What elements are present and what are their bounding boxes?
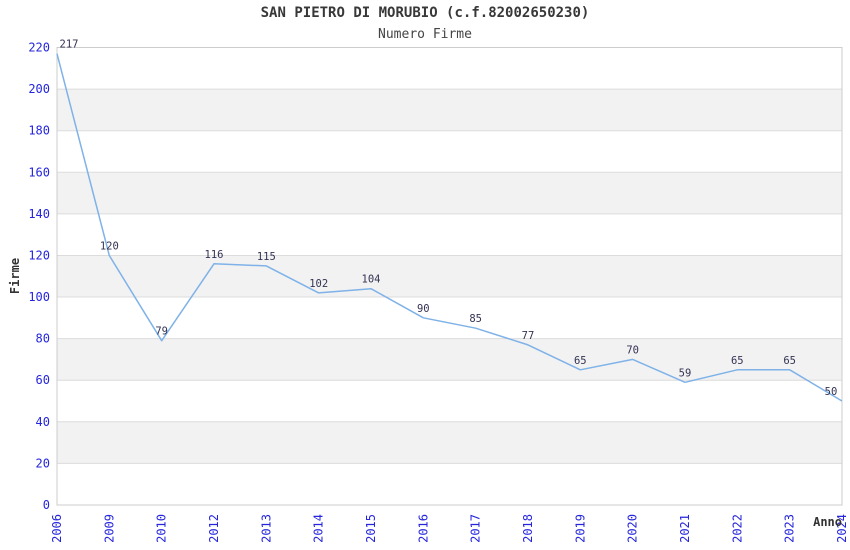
svg-text:2016: 2016 bbox=[416, 514, 430, 543]
svg-text:80: 80 bbox=[36, 332, 50, 346]
svg-text:120: 120 bbox=[28, 249, 50, 263]
svg-text:2012: 2012 bbox=[207, 514, 221, 543]
svg-text:160: 160 bbox=[28, 165, 50, 179]
svg-text:116: 116 bbox=[205, 249, 224, 261]
svg-text:217: 217 bbox=[60, 39, 79, 51]
svg-text:79: 79 bbox=[155, 326, 168, 338]
svg-text:20: 20 bbox=[36, 456, 50, 470]
svg-text:40: 40 bbox=[36, 415, 50, 429]
svg-text:102: 102 bbox=[309, 278, 328, 290]
x-axis-title: Anno bbox=[813, 515, 842, 529]
svg-text:2009: 2009 bbox=[102, 514, 116, 543]
svg-text:2019: 2019 bbox=[573, 514, 587, 543]
svg-text:200: 200 bbox=[28, 82, 50, 96]
svg-text:2017: 2017 bbox=[469, 514, 483, 543]
svg-text:60: 60 bbox=[36, 373, 50, 387]
chart-subtitle: Numero Firme bbox=[378, 27, 472, 42]
svg-text:0: 0 bbox=[43, 498, 50, 512]
svg-text:140: 140 bbox=[28, 207, 50, 221]
svg-text:65: 65 bbox=[731, 355, 744, 367]
svg-text:59: 59 bbox=[679, 367, 692, 379]
svg-text:65: 65 bbox=[783, 355, 796, 367]
y-axis-title: Firme bbox=[8, 257, 22, 295]
svg-text:90: 90 bbox=[417, 303, 430, 315]
svg-text:2023: 2023 bbox=[783, 514, 797, 543]
svg-text:85: 85 bbox=[469, 313, 482, 325]
svg-text:2021: 2021 bbox=[678, 514, 692, 543]
svg-text:65: 65 bbox=[574, 355, 587, 367]
svg-text:2014: 2014 bbox=[312, 514, 326, 543]
svg-text:2015: 2015 bbox=[364, 514, 378, 543]
svg-text:180: 180 bbox=[28, 124, 50, 138]
svg-text:50: 50 bbox=[825, 386, 838, 398]
svg-text:104: 104 bbox=[362, 274, 381, 286]
svg-text:77: 77 bbox=[522, 330, 535, 342]
svg-text:2010: 2010 bbox=[155, 514, 169, 543]
svg-text:2020: 2020 bbox=[626, 514, 640, 543]
svg-text:2024: 2024 bbox=[835, 514, 849, 543]
svg-text:2013: 2013 bbox=[259, 514, 273, 543]
chart-title: SAN PIETRO DI MORUBIO (c.f.82002650230) bbox=[260, 5, 590, 21]
svg-text:120: 120 bbox=[100, 241, 119, 253]
svg-text:220: 220 bbox=[28, 41, 50, 55]
svg-text:2006: 2006 bbox=[50, 514, 64, 543]
svg-text:100: 100 bbox=[28, 290, 50, 304]
svg-text:115: 115 bbox=[257, 251, 276, 263]
svg-text:2018: 2018 bbox=[521, 514, 535, 543]
svg-text:70: 70 bbox=[626, 344, 639, 356]
svg-text:2022: 2022 bbox=[730, 514, 744, 543]
